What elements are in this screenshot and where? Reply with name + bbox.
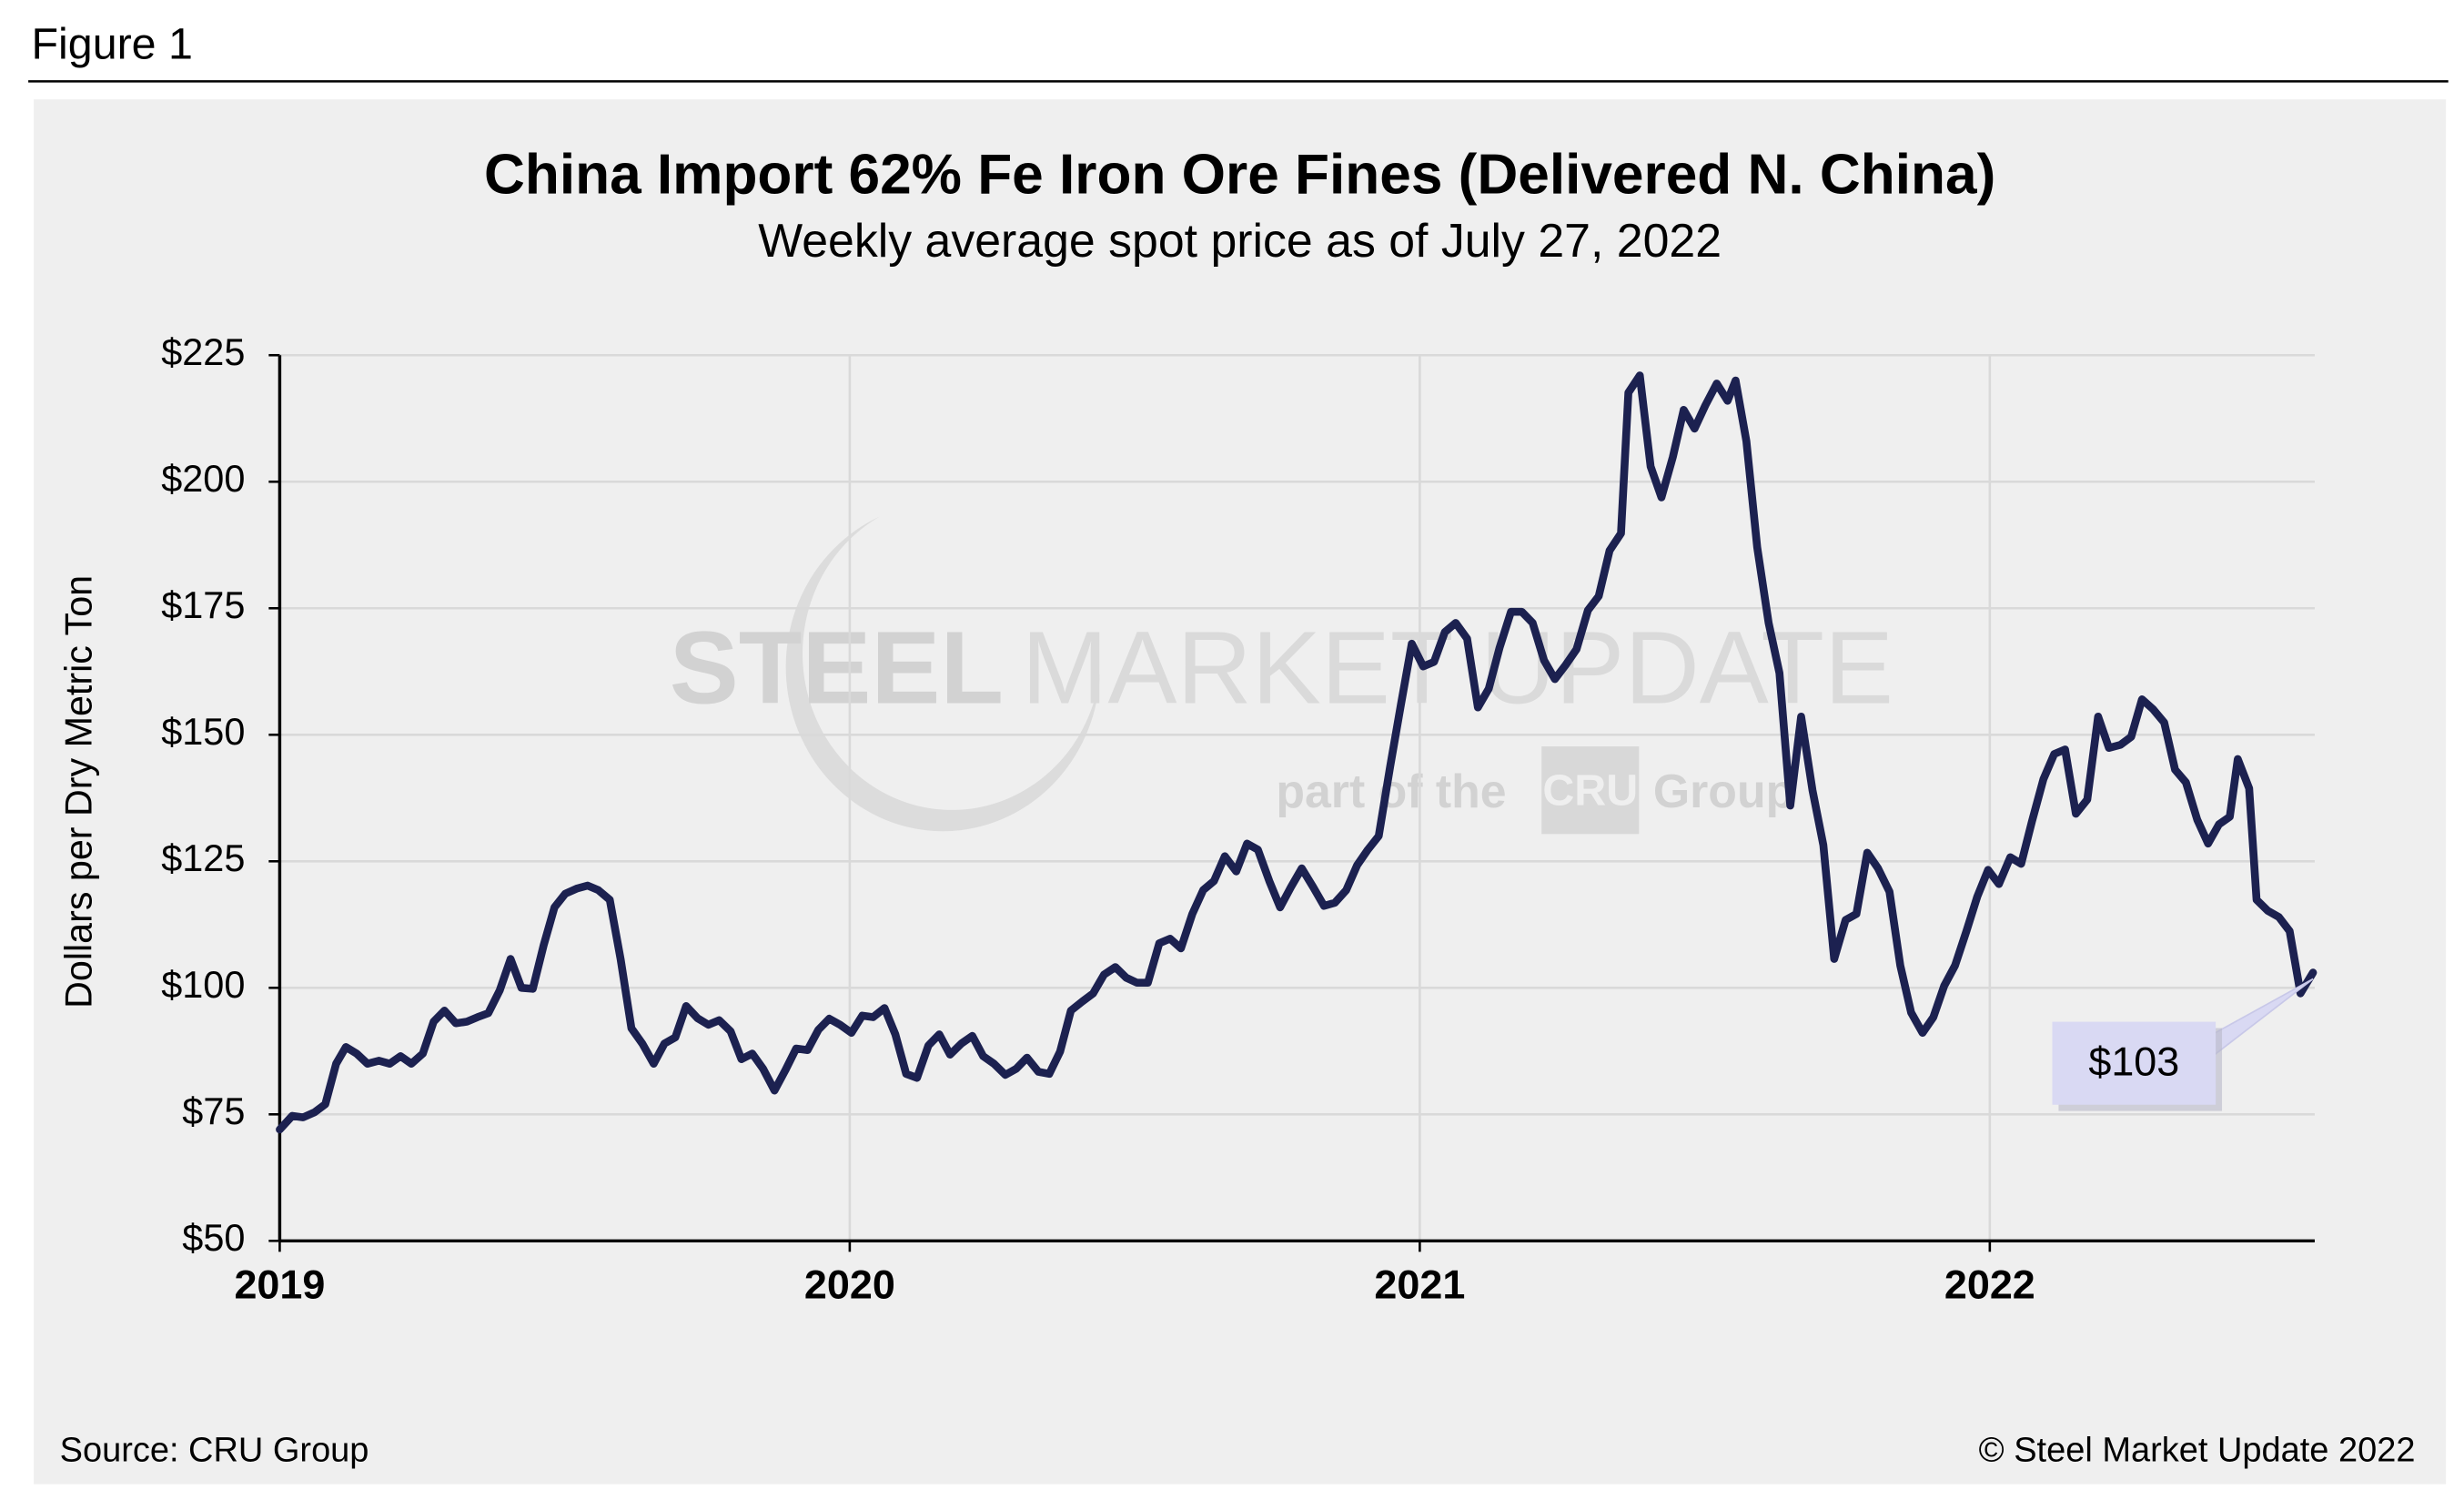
plot-area: $50 $75 $100 $125 $150 $175 $200 $225 2019 2020 20… — [161, 331, 2318, 1308]
y-tick-label: $125 — [161, 837, 245, 879]
watermark-logo-box — [1541, 746, 1640, 835]
annotation-box — [2052, 1021, 2217, 1105]
y-axis-label: Dollars per Dry Metric Ton — [58, 575, 100, 1008]
x-tick-label: 2019 — [234, 1262, 325, 1308]
y-tick-label: $150 — [161, 711, 245, 753]
x-tick-label: 2020 — [804, 1262, 895, 1308]
copyright: © Steel Market Update 2022 — [1979, 1431, 2416, 1469]
y-tick-label: $50 — [182, 1217, 245, 1259]
y-tick-label: $100 — [161, 964, 245, 1006]
chart-subtitle: Weekly average spot price as of July 27,… — [758, 214, 1722, 267]
x-tick-label: 2021 — [1374, 1262, 1465, 1308]
x-tick-label: 2022 — [1944, 1262, 2035, 1308]
chart-panel — [28, 95, 2451, 1489]
chart-title: China Import 62% Fe Iron Ore Fines (Deli… — [484, 143, 1995, 206]
price-line — [276, 371, 2318, 1134]
y-tick-label: $200 — [161, 458, 245, 500]
annotation-label: $103 — [2088, 1039, 2179, 1085]
watermark-brand: STEEL — [670, 611, 1004, 726]
watermark-logo: CRU — [1542, 765, 1638, 815]
y-tick-label: $175 — [161, 584, 245, 626]
watermark-group: Group — [1653, 765, 1794, 817]
y-tick-label: $225 — [161, 331, 245, 373]
figure-label: Figure 1 — [32, 19, 193, 68]
y-tick-label: $75 — [182, 1090, 245, 1132]
source: Source: CRU Group — [60, 1431, 369, 1469]
